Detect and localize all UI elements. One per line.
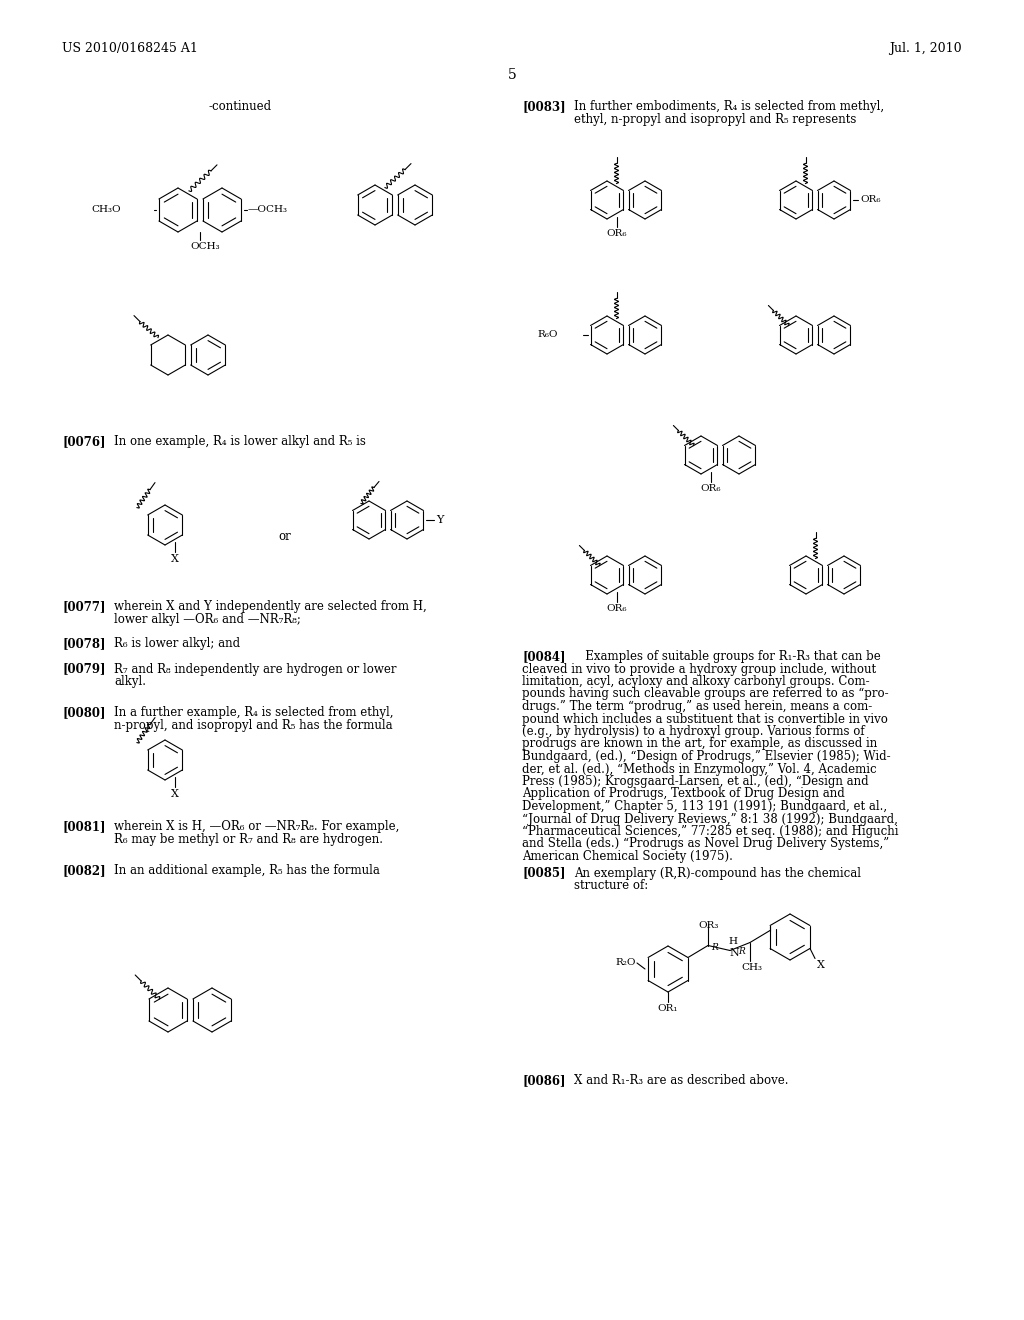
Text: OCH₃: OCH₃ bbox=[190, 242, 219, 251]
Text: [0086]: [0086] bbox=[522, 1074, 565, 1086]
Text: CH₃O: CH₃O bbox=[91, 205, 121, 214]
Text: der, et al. (ed.), “Methods in Enzymology,” Vol. 4, Academic: der, et al. (ed.), “Methods in Enzymolog… bbox=[522, 763, 877, 776]
Text: ethyl, n-propyl and isopropyl and R₅ represents: ethyl, n-propyl and isopropyl and R₅ rep… bbox=[574, 112, 856, 125]
Text: (e.g., by hydrolysis) to a hydroxyl group. Various forms of: (e.g., by hydrolysis) to a hydroxyl grou… bbox=[522, 725, 864, 738]
Text: “Journal of Drug Delivery Reviews,” 8:1 38 (1992); Bundgaard,: “Journal of Drug Delivery Reviews,” 8:1 … bbox=[522, 813, 898, 825]
Text: lower alkyl —OR₆ and —NR₇R₈;: lower alkyl —OR₆ and —NR₇R₈; bbox=[114, 612, 301, 626]
Text: [0076]: [0076] bbox=[62, 436, 105, 447]
Text: In further embodiments, R₄ is selected from methyl,: In further embodiments, R₄ is selected f… bbox=[574, 100, 884, 114]
Text: structure of:: structure of: bbox=[574, 879, 648, 892]
Text: [0083]: [0083] bbox=[522, 100, 565, 114]
Text: R₇ and R₈ independently are hydrogen or lower: R₇ and R₈ independently are hydrogen or … bbox=[114, 663, 396, 676]
Text: limitation, acyl, acyloxy and alkoxy carbonyl groups. Com-: limitation, acyl, acyloxy and alkoxy car… bbox=[522, 675, 869, 688]
Text: Development,” Chapter 5, 113 191 (1991); Bundgaard, et al.,: Development,” Chapter 5, 113 191 (1991);… bbox=[522, 800, 887, 813]
Text: US 2010/0168245 A1: US 2010/0168245 A1 bbox=[62, 42, 198, 55]
Text: [0085]: [0085] bbox=[522, 866, 565, 879]
Text: X and R₁-R₃ are as described above.: X and R₁-R₃ are as described above. bbox=[574, 1074, 788, 1086]
Text: R: R bbox=[711, 944, 718, 953]
Text: X: X bbox=[817, 961, 825, 970]
Text: R₆O: R₆O bbox=[538, 330, 558, 339]
Text: [0082]: [0082] bbox=[62, 863, 105, 876]
Text: [0084]: [0084] bbox=[522, 649, 565, 663]
Text: OR₆: OR₆ bbox=[700, 483, 721, 492]
Text: In a further example, R₄ is selected from ethyl,: In a further example, R₄ is selected fro… bbox=[114, 706, 393, 719]
Text: Press (1985); Krogsgaard-Larsen, et al., (ed), “Design and: Press (1985); Krogsgaard-Larsen, et al.,… bbox=[522, 775, 868, 788]
Text: R₆ may be methyl or R₇ and R₈ are hydrogen.: R₆ may be methyl or R₇ and R₈ are hydrog… bbox=[114, 833, 383, 846]
Text: OR₆: OR₆ bbox=[860, 195, 881, 205]
Text: alkyl.: alkyl. bbox=[114, 675, 146, 688]
Text: X: X bbox=[171, 789, 179, 800]
Text: H: H bbox=[728, 936, 737, 945]
Text: prodrugs are known in the art, for example, as discussed in: prodrugs are known in the art, for examp… bbox=[522, 738, 878, 751]
Text: In an additional example, R₅ has the formula: In an additional example, R₅ has the for… bbox=[114, 863, 380, 876]
Text: [0080]: [0080] bbox=[62, 706, 105, 719]
Text: Jul. 1, 2010: Jul. 1, 2010 bbox=[890, 42, 962, 55]
Text: American Chemical Society (1975).: American Chemical Society (1975). bbox=[522, 850, 733, 863]
Text: pound which includes a substituent that is convertible in vivo: pound which includes a substituent that … bbox=[522, 713, 888, 726]
Text: [0078]: [0078] bbox=[62, 638, 105, 651]
Text: n-propyl, and isopropyl and R₅ has the formula: n-propyl, and isopropyl and R₅ has the f… bbox=[114, 719, 392, 731]
Text: [0077]: [0077] bbox=[62, 601, 105, 612]
Text: or: or bbox=[278, 531, 291, 543]
Text: R: R bbox=[738, 946, 744, 956]
Text: An exemplary (R,R)-compound has the chemical: An exemplary (R,R)-compound has the chem… bbox=[574, 866, 861, 879]
Text: Application of Prodrugs, Textbook of Drug Design and: Application of Prodrugs, Textbook of Dru… bbox=[522, 788, 845, 800]
Text: and Stella (eds.) “Prodrugs as Novel Drug Delivery Systems,”: and Stella (eds.) “Prodrugs as Novel Dru… bbox=[522, 837, 889, 850]
Text: cleaved in vivo to provide a hydroxy group include, without: cleaved in vivo to provide a hydroxy gro… bbox=[522, 663, 877, 676]
Text: [0081]: [0081] bbox=[62, 820, 105, 833]
Text: R₂O: R₂O bbox=[615, 958, 636, 968]
Text: pounds having such cleavable groups are referred to as “pro-: pounds having such cleavable groups are … bbox=[522, 688, 889, 701]
Text: drugs.” The term “prodrug,” as used herein, means a com-: drugs.” The term “prodrug,” as used here… bbox=[522, 700, 872, 713]
Text: OR₆: OR₆ bbox=[606, 228, 627, 238]
Text: In one example, R₄ is lower alkyl and R₅ is: In one example, R₄ is lower alkyl and R₅… bbox=[114, 436, 366, 447]
Text: OR₃: OR₃ bbox=[698, 920, 719, 929]
Text: OR₆: OR₆ bbox=[606, 603, 627, 612]
Text: wherein X and Y independently are selected from H,: wherein X and Y independently are select… bbox=[114, 601, 427, 612]
Text: CH₃: CH₃ bbox=[741, 962, 762, 972]
Text: “Pharmaceutical Sciences,” 77:285 et seq. (1988); and Higuchi: “Pharmaceutical Sciences,” 77:285 et seq… bbox=[522, 825, 898, 838]
Text: OR₁: OR₁ bbox=[657, 1005, 678, 1012]
Text: 5: 5 bbox=[508, 69, 516, 82]
Text: Bundgaard, (ed.), “Design of Prodrugs,” Elsevier (1985); Wid-: Bundgaard, (ed.), “Design of Prodrugs,” … bbox=[522, 750, 891, 763]
Text: -continued: -continued bbox=[209, 100, 271, 114]
Text: [0079]: [0079] bbox=[62, 663, 105, 676]
Text: wherein X is H, —OR₆ or —NR₇R₈. For example,: wherein X is H, —OR₆ or —NR₇R₈. For exam… bbox=[114, 820, 399, 833]
Text: Examples of suitable groups for R₁-R₃ that can be: Examples of suitable groups for R₁-R₃ th… bbox=[574, 649, 881, 663]
Text: R₆ is lower alkyl; and: R₆ is lower alkyl; and bbox=[114, 638, 240, 651]
Text: Y: Y bbox=[436, 515, 443, 525]
Text: N: N bbox=[729, 948, 738, 957]
Text: X: X bbox=[171, 554, 179, 565]
Text: —OCH₃: —OCH₃ bbox=[248, 205, 288, 214]
